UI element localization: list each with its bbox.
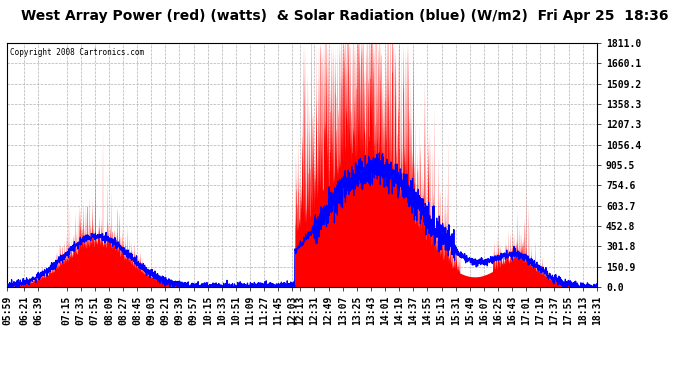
Text: West Array Power (red) (watts)  & Solar Radiation (blue) (W/m2)  Fri Apr 25  18:: West Array Power (red) (watts) & Solar R… <box>21 9 669 23</box>
Text: Copyright 2008 Cartronics.com: Copyright 2008 Cartronics.com <box>10 48 144 57</box>
